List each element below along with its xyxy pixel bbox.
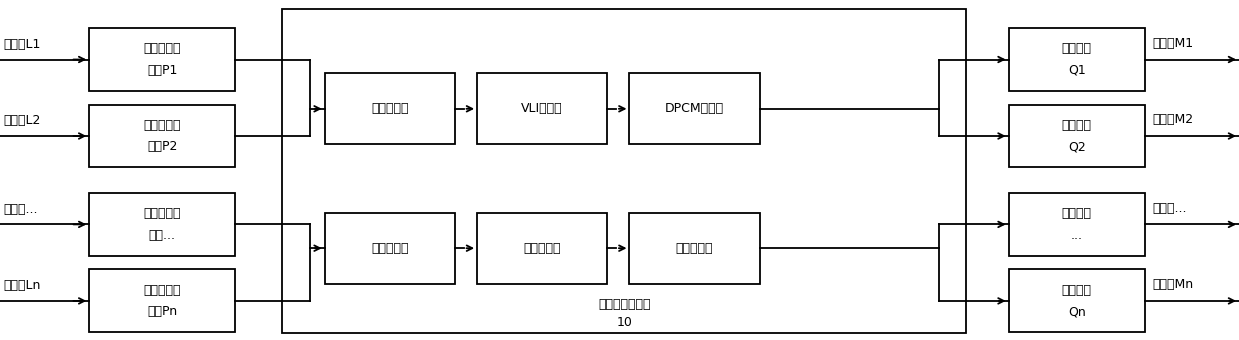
Bar xyxy=(477,212,607,284)
Bar xyxy=(89,105,235,168)
Text: DPCM解码器: DPCM解码器 xyxy=(665,102,724,115)
Text: Q1: Q1 xyxy=(1068,64,1085,77)
Bar xyxy=(325,212,455,284)
Text: 编码流L2: 编码流L2 xyxy=(4,115,41,128)
Text: 编码流Ln: 编码流Ln xyxy=(4,279,41,292)
Text: 输出单元: 输出单元 xyxy=(1062,207,1092,220)
Bar xyxy=(89,193,235,256)
Text: 单元P1: 单元P1 xyxy=(147,64,177,77)
Text: ...: ... xyxy=(1070,229,1083,242)
Text: 第一查找器: 第一查找器 xyxy=(523,242,561,255)
Bar xyxy=(1009,269,1145,333)
Text: 单元...: 单元... xyxy=(149,229,176,242)
Text: 编码流L1: 编码流L1 xyxy=(4,38,41,51)
Text: 解码流M2: 解码流M2 xyxy=(1152,114,1193,126)
Text: Qn: Qn xyxy=(1068,305,1085,318)
Text: 编码流输入: 编码流输入 xyxy=(144,207,181,220)
Text: 解码流...: 解码流... xyxy=(1152,202,1187,215)
Bar xyxy=(1009,105,1145,168)
Text: 单元P2: 单元P2 xyxy=(147,140,177,153)
Bar xyxy=(477,73,607,144)
Bar xyxy=(89,28,235,91)
Text: 解码流Mn: 解码流Mn xyxy=(1152,278,1193,291)
Bar xyxy=(1009,193,1145,256)
Bar xyxy=(629,73,760,144)
Text: 解码流M1: 解码流M1 xyxy=(1152,37,1193,50)
Text: 10: 10 xyxy=(617,317,632,329)
Text: 输出单元: 输出单元 xyxy=(1062,42,1092,55)
Text: 编码流输入: 编码流输入 xyxy=(144,119,181,132)
Text: 单元Pn: 单元Pn xyxy=(147,305,177,318)
Text: 编码流输入: 编码流输入 xyxy=(144,284,181,296)
Text: VLI解码器: VLI解码器 xyxy=(522,102,563,115)
Bar xyxy=(325,73,455,144)
Text: 编码流输入: 编码流输入 xyxy=(144,42,181,55)
Text: 第二查找器: 第二查找器 xyxy=(675,242,714,255)
Text: 霍夫曼解码单元: 霍夫曼解码单元 xyxy=(598,298,650,311)
Text: 第二比较器: 第二比较器 xyxy=(370,242,409,255)
Text: 输出单元: 输出单元 xyxy=(1062,284,1092,296)
Bar xyxy=(629,212,760,284)
Bar xyxy=(282,8,966,333)
Text: 编码流...: 编码流... xyxy=(4,203,38,216)
Text: 输出单元: 输出单元 xyxy=(1062,119,1092,132)
Text: Q2: Q2 xyxy=(1068,140,1085,153)
Text: 第一比较器: 第一比较器 xyxy=(370,102,409,115)
Bar xyxy=(89,269,235,333)
Bar xyxy=(1009,28,1145,91)
